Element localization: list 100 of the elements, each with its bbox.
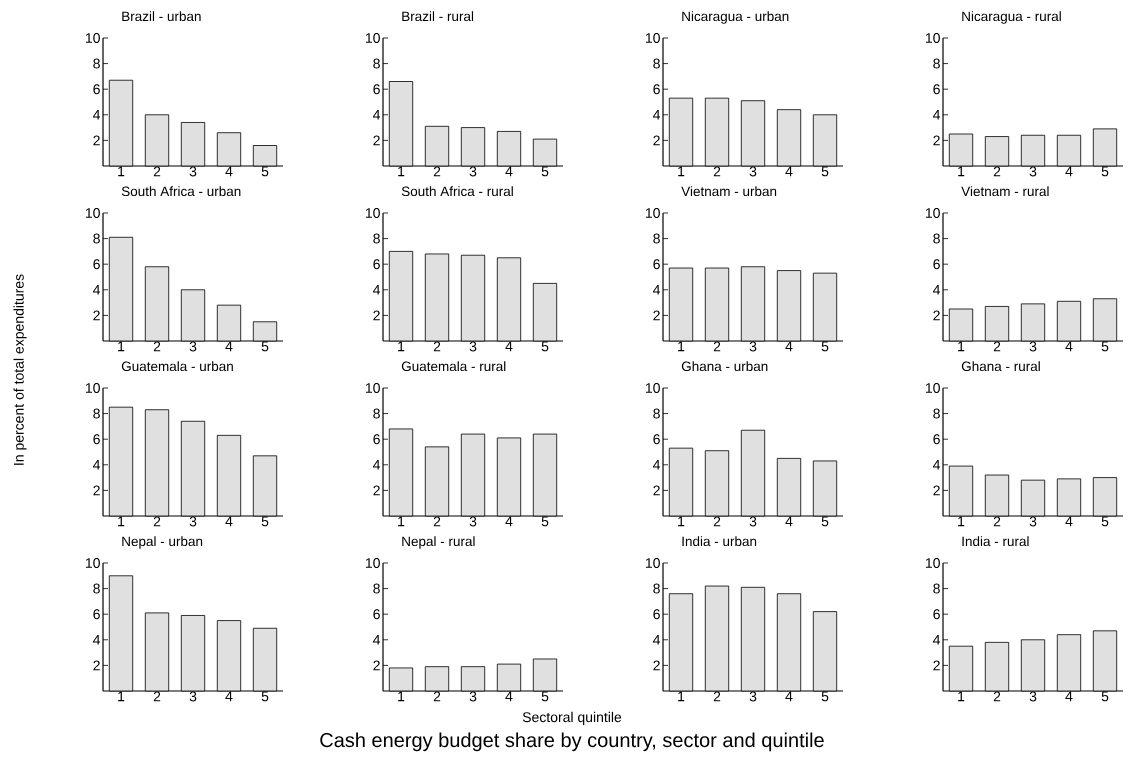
chart-title: Guatemala - urban xyxy=(121,361,233,372)
y-tick-label: 10 xyxy=(925,383,940,393)
y-tick-label: 4 xyxy=(653,109,661,120)
chart-title: Nicaragua - rural xyxy=(962,11,1061,24)
chart-title: Vietnam - rural xyxy=(961,186,1049,197)
x-tick-label: 4 xyxy=(1065,166,1073,177)
x-axis-title: Sectoral quintile xyxy=(522,711,622,725)
y-tick-label: 8 xyxy=(933,58,940,69)
x-tick-label: 5 xyxy=(821,691,829,702)
y-tick-label: 4 xyxy=(653,634,661,645)
chart-title: Ghana - rural xyxy=(961,361,1040,372)
x-tick-label: 1 xyxy=(398,516,405,527)
x-tick-label: 1 xyxy=(678,691,685,702)
y-tick-label: 10 xyxy=(85,558,100,568)
x-tick-label: 5 xyxy=(541,516,549,527)
y-tick-label: 8 xyxy=(93,233,100,244)
y-tick-label: 2 xyxy=(373,660,380,671)
x-tick-label: 2 xyxy=(993,691,1001,702)
y-tick-label: 2 xyxy=(93,310,100,321)
x-tick-label: 3 xyxy=(469,341,477,352)
x-tick-label: 2 xyxy=(993,341,1001,352)
y-tick-label: 6 xyxy=(373,434,380,445)
x-tick-label: 3 xyxy=(1029,341,1037,352)
x-tick-label: 3 xyxy=(749,166,757,177)
x-tick-label: 2 xyxy=(433,516,441,527)
y-tick-label: 8 xyxy=(933,233,940,244)
x-tick-label: 1 xyxy=(118,516,125,527)
x-tick-label: 1 xyxy=(398,166,405,177)
y-tick-label: 8 xyxy=(373,58,380,69)
x-tick-label: 2 xyxy=(993,166,1001,177)
x-tick-label: 1 xyxy=(678,341,685,352)
y-tick-label: 6 xyxy=(373,84,380,95)
x-tick-label: 2 xyxy=(153,516,161,527)
chart-title: South Africa - urban xyxy=(121,186,241,197)
y-tick-label: 6 xyxy=(653,259,660,270)
y-tick-label: 10 xyxy=(925,33,940,43)
y-tick-label: 2 xyxy=(373,310,380,321)
x-tick-label: 4 xyxy=(505,516,513,527)
x-tick-label: 2 xyxy=(153,166,161,177)
y-tick-label: 10 xyxy=(85,383,100,393)
x-tick-label: 1 xyxy=(398,691,405,702)
y-tick-label: 10 xyxy=(85,208,100,218)
y-tick-label: 6 xyxy=(93,434,100,445)
y-tick-label: 8 xyxy=(373,583,380,594)
y-tick-label: 10 xyxy=(645,33,660,43)
x-tick-label: 1 xyxy=(958,166,965,177)
x-tick-label: 1 xyxy=(678,516,685,527)
y-tick-label: 4 xyxy=(653,284,661,295)
y-tick-label: 10 xyxy=(925,208,940,218)
y-tick-label: 2 xyxy=(933,485,940,496)
x-tick-label: 5 xyxy=(541,166,549,177)
y-tick-label: 8 xyxy=(933,408,940,419)
x-tick-label: 3 xyxy=(189,516,197,527)
y-tick-label: 2 xyxy=(93,135,100,146)
x-tick-label: 4 xyxy=(1065,691,1073,702)
y-tick-label: 6 xyxy=(653,609,660,620)
y-tick-label: 10 xyxy=(365,558,380,568)
y-tick-label: 4 xyxy=(933,284,941,295)
y-tick-label: 10 xyxy=(365,383,380,393)
x-tick-label: 2 xyxy=(433,341,441,352)
y-tick-label: 6 xyxy=(933,609,940,620)
x-tick-label: 3 xyxy=(749,516,757,527)
x-tick-label: 4 xyxy=(785,516,793,527)
x-tick-label: 4 xyxy=(225,341,233,352)
y-tick-label: 4 xyxy=(93,459,101,470)
x-tick-label: 5 xyxy=(541,341,549,352)
y-tick-label: 8 xyxy=(93,583,100,594)
y-tick-label: 8 xyxy=(933,583,940,594)
x-tick-label: 1 xyxy=(118,341,125,352)
chart-title: Vietnam - urban xyxy=(681,186,777,197)
x-tick-label: 5 xyxy=(261,516,269,527)
y-tick-label: 10 xyxy=(925,558,940,568)
x-tick-label: 2 xyxy=(153,341,161,352)
y-tick-label: 2 xyxy=(933,135,940,146)
x-tick-label: 5 xyxy=(821,166,829,177)
y-tick-label: 2 xyxy=(93,485,100,496)
x-tick-label: 4 xyxy=(1065,516,1073,527)
text: Cash energy budget share by country, sector and quintile xyxy=(320,732,824,752)
x-tick-label: 1 xyxy=(118,166,125,177)
chart-title: India - urban xyxy=(682,536,757,547)
x-tick-label: 5 xyxy=(1101,516,1109,527)
y-tick-label: 6 xyxy=(933,434,940,445)
x-tick-label: 1 xyxy=(678,166,685,177)
y-tick-label: 6 xyxy=(93,609,100,620)
y-tick-label: 4 xyxy=(933,634,941,645)
x-tick-label: 1 xyxy=(958,691,965,702)
y-tick-label: 4 xyxy=(373,634,381,645)
x-tick-label: 1 xyxy=(958,516,965,527)
y-tick-label: 8 xyxy=(653,583,660,594)
y-tick-label: 6 xyxy=(93,84,100,95)
y-tick-label: 4 xyxy=(933,459,941,470)
y-tick-label: 6 xyxy=(933,259,940,270)
y-tick-label: 4 xyxy=(653,459,661,470)
chart-title: South Africa - rural xyxy=(401,186,513,197)
x-tick-label: 5 xyxy=(261,341,269,352)
y-tick-label: 8 xyxy=(653,233,660,244)
x-tick-label: 3 xyxy=(189,691,197,702)
y-tick-label: 4 xyxy=(93,109,101,120)
x-tick-label: 2 xyxy=(713,516,721,527)
y-tick-label: 6 xyxy=(653,434,660,445)
